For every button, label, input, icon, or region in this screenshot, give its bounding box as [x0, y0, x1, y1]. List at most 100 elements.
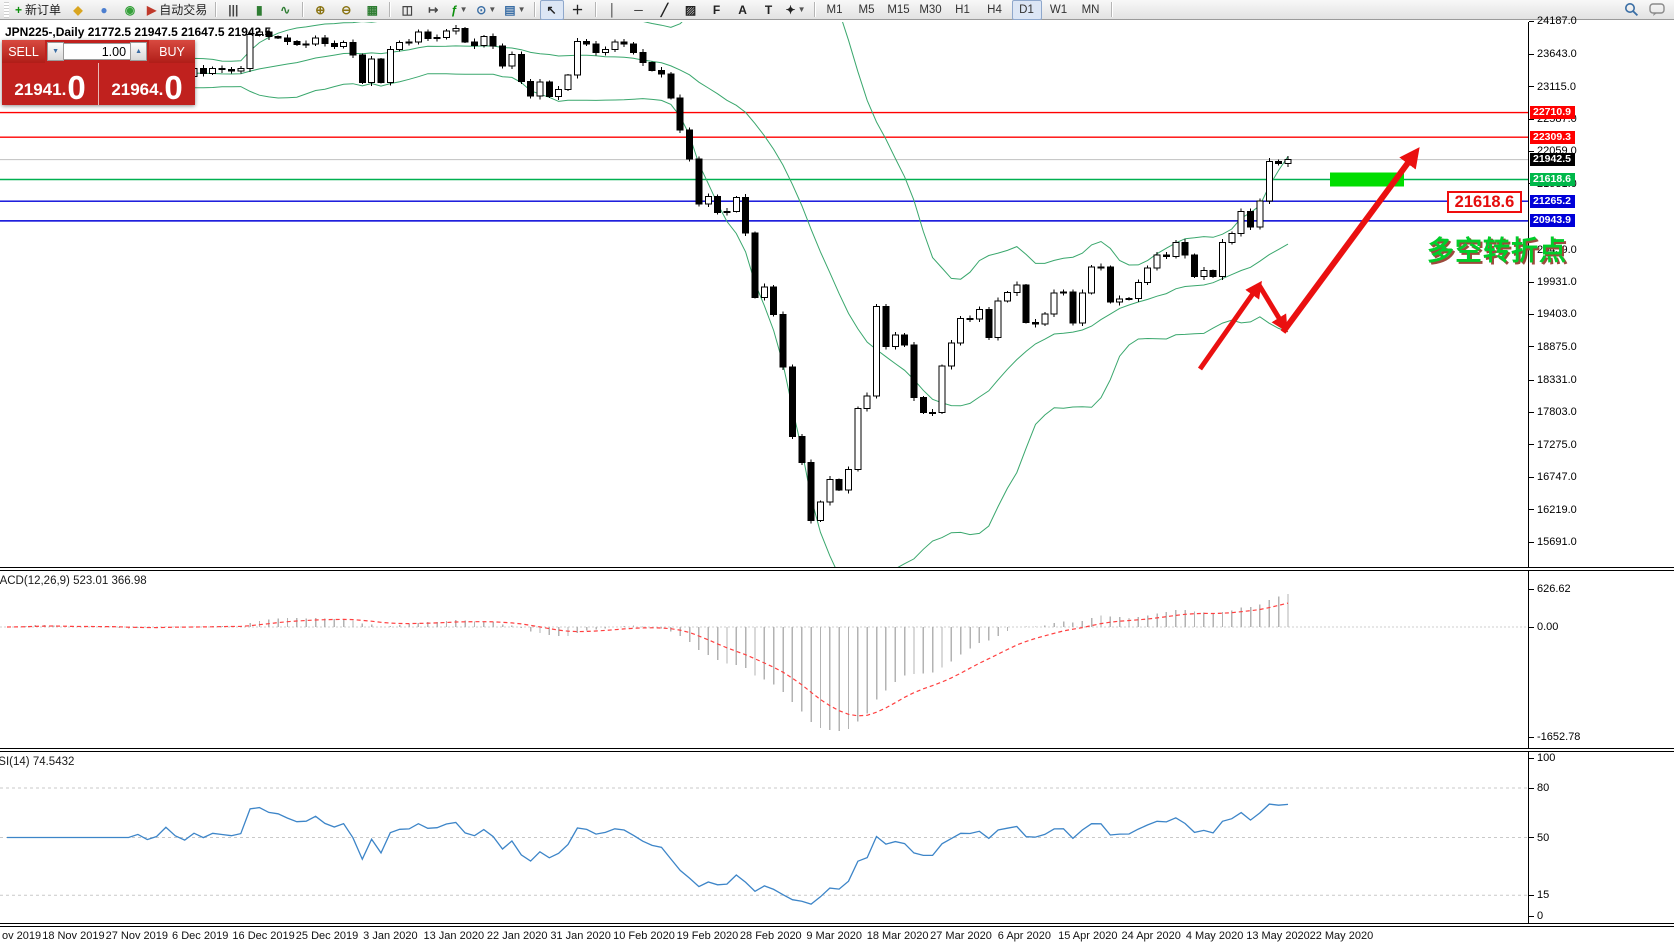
macd-label: MACD(12,26,9) 523.01 366.98 [0, 575, 147, 587]
signals-icon[interactable]: ◉ [118, 0, 142, 20]
rsi-tick: 100 [1529, 752, 1555, 764]
date-label: 22 Jan 2020 [486, 930, 548, 942]
shift-chart-icon[interactable]: ↦ [421, 0, 445, 20]
timeframe-m5[interactable]: M5 [858, 3, 875, 16]
zoom-out-glyph: ⊖ [341, 2, 352, 17]
date-label: 4 May 2020 [1185, 930, 1244, 942]
rsi-axis: 100 80 50 15 0 [1529, 752, 1674, 923]
cursor-button[interactable]: ↖ [539, 0, 564, 20]
pane-divider[interactable] [0, 748, 1674, 752]
zoom-in-glyph: ⊕ [315, 2, 326, 17]
rsi-indicator-pane[interactable] [0, 752, 1528, 923]
line-chart-button[interactable]: ∿ [273, 0, 297, 20]
price-tick: 20459.0 [1529, 244, 1577, 256]
toolbar-separator [215, 2, 217, 17]
horizontal-line-glyph: ─ [634, 2, 643, 17]
chat-icon[interactable] [1649, 2, 1666, 17]
vertical-line-button[interactable]: │ [601, 0, 625, 20]
timeframe-h1[interactable]: H1 [955, 3, 970, 16]
rsi-tick: 80 [1529, 782, 1549, 794]
arrange-charts-icon[interactable]: ◫ [395, 0, 419, 20]
price-tick: 19931.0 [1529, 276, 1577, 288]
date-label: 19 Feb 2020 [676, 930, 739, 942]
data-window-icon[interactable]: ● [92, 0, 116, 20]
macd-indicator-pane[interactable] [0, 571, 1528, 748]
price-line-badge: 21265.2 [1530, 194, 1575, 208]
tile-windows-button[interactable]: ▦ [360, 0, 384, 20]
pane-divider[interactable] [0, 923, 1674, 927]
price-tick: 23643.0 [1529, 48, 1577, 60]
bar-chart-button[interactable]: ||| [221, 0, 245, 20]
price-divider [98, 63, 99, 105]
zoom-out-button[interactable]: ⊖ [334, 0, 358, 20]
buy-price[interactable]: 21964. 0 [111, 68, 183, 106]
timeframe-mn[interactable]: MN [1081, 3, 1100, 16]
indicators-glyph: ƒ [450, 2, 458, 17]
auto-trading-glyph: ▶ [147, 2, 157, 17]
text-button[interactable]: A [731, 0, 755, 20]
arrows-objects-glyph: ✦ [785, 2, 796, 17]
date-label: 15 Apr 2020 [1058, 930, 1118, 942]
arrows-objects-button[interactable]: ✦ ▼ [783, 0, 809, 20]
date-axis: ov 2019 18 Nov 2019 27 Nov 2019 6 Dec 2019 1… [0, 926, 1674, 945]
trendline-button[interactable]: ╱ [653, 0, 677, 20]
auto-trading-button[interactable]: ▶ 自动交易 [144, 0, 210, 20]
timeframe-w1[interactable]: W1 [1049, 3, 1068, 16]
volume-input[interactable] [64, 43, 131, 60]
candlestick-chart-button[interactable]: ▮ [247, 0, 271, 20]
price-tick: 16219.0 [1529, 504, 1577, 516]
templates-button-dropdown-arrow[interactable]: ▼ [517, 4, 526, 14]
green-support-zone [1330, 172, 1404, 187]
macd-tick: -1652.78 [1529, 731, 1580, 743]
timeframe-m30[interactable]: M30 [919, 3, 942, 16]
vertical-line-glyph: │ [608, 2, 617, 17]
fibonacci-button[interactable]: F [705, 0, 729, 20]
price-tick: 17275.0 [1529, 439, 1577, 451]
crosshair-button[interactable]: ＋ [566, 0, 590, 20]
print-icon[interactable]: ◆ [66, 0, 90, 20]
date-label: 9 Mar 2020 [806, 930, 863, 942]
toolbar-separator [389, 2, 391, 17]
timeframe-m1[interactable]: M1 [826, 3, 843, 16]
candlestick-chart-glyph: ▮ [255, 2, 263, 17]
templates-button[interactable]: ▤ ▼ [501, 0, 528, 20]
periods-glyph: ⊙ [476, 2, 487, 17]
price-tick: 24187.0 [1529, 15, 1577, 27]
periods-button-dropdown-arrow[interactable]: ▼ [488, 4, 497, 14]
volume-increase-button[interactable]: ▲ [130, 42, 148, 61]
price-line-badge: 20943.9 [1530, 214, 1575, 228]
main-price-chart[interactable] [0, 22, 1528, 567]
horizontal-line-button[interactable]: ─ [627, 0, 651, 20]
text-label-glyph: T [764, 2, 773, 17]
date-label: 13 May 2020 [1246, 930, 1310, 942]
text-label-button[interactable]: T [757, 0, 781, 20]
macd-axis: 626.62 0.00 -1652.78 [1529, 571, 1674, 748]
candlestick-series [3, 25, 1292, 524]
fibonacci-glyph: F [712, 2, 721, 17]
equidistant-channel-button[interactable]: ▨ [679, 0, 703, 20]
periods-button[interactable]: ⊙ ▼ [473, 0, 499, 20]
zoom-in-button[interactable]: ⊕ [308, 0, 332, 20]
toolbar-grip [4, 1, 9, 18]
turning-point-annotation: 多空转折点 [1427, 236, 1567, 266]
timeframe-d1[interactable]: D1 [1011, 0, 1042, 20]
indicators-button[interactable]: ƒ ▼ [447, 0, 471, 20]
new-order-button[interactable]: + 新订单 [12, 0, 64, 20]
price-tick: 16747.0 [1529, 471, 1577, 483]
volume-decrease-button[interactable]: ▼ [47, 42, 65, 61]
rsi-label: RSI(14) 74.5432 [0, 756, 75, 768]
buy-button[interactable]: BUY [149, 40, 195, 63]
sell-button[interactable]: SELL [2, 40, 46, 63]
price-axis: 24187.023643.023115.022587.022059.021531… [1529, 15, 1674, 567]
bar-chart-glyph: ||| [228, 2, 239, 17]
timeframe-h4[interactable]: H4 [987, 3, 1002, 16]
arrows-objects-button-dropdown-arrow[interactable]: ▼ [797, 4, 806, 14]
search-icon[interactable] [1624, 2, 1639, 17]
shift-chart-icon-glyph: ↦ [428, 2, 439, 17]
date-label: 27 Mar 2020 [930, 930, 992, 942]
indicators-button-dropdown-arrow[interactable]: ▼ [459, 4, 468, 14]
macd-tick: 626.62 [1529, 583, 1571, 595]
timeframe-m15[interactable]: M15 [887, 3, 910, 16]
sell-price[interactable]: 21941. 0 [14, 68, 86, 106]
pane-divider[interactable] [0, 567, 1674, 571]
